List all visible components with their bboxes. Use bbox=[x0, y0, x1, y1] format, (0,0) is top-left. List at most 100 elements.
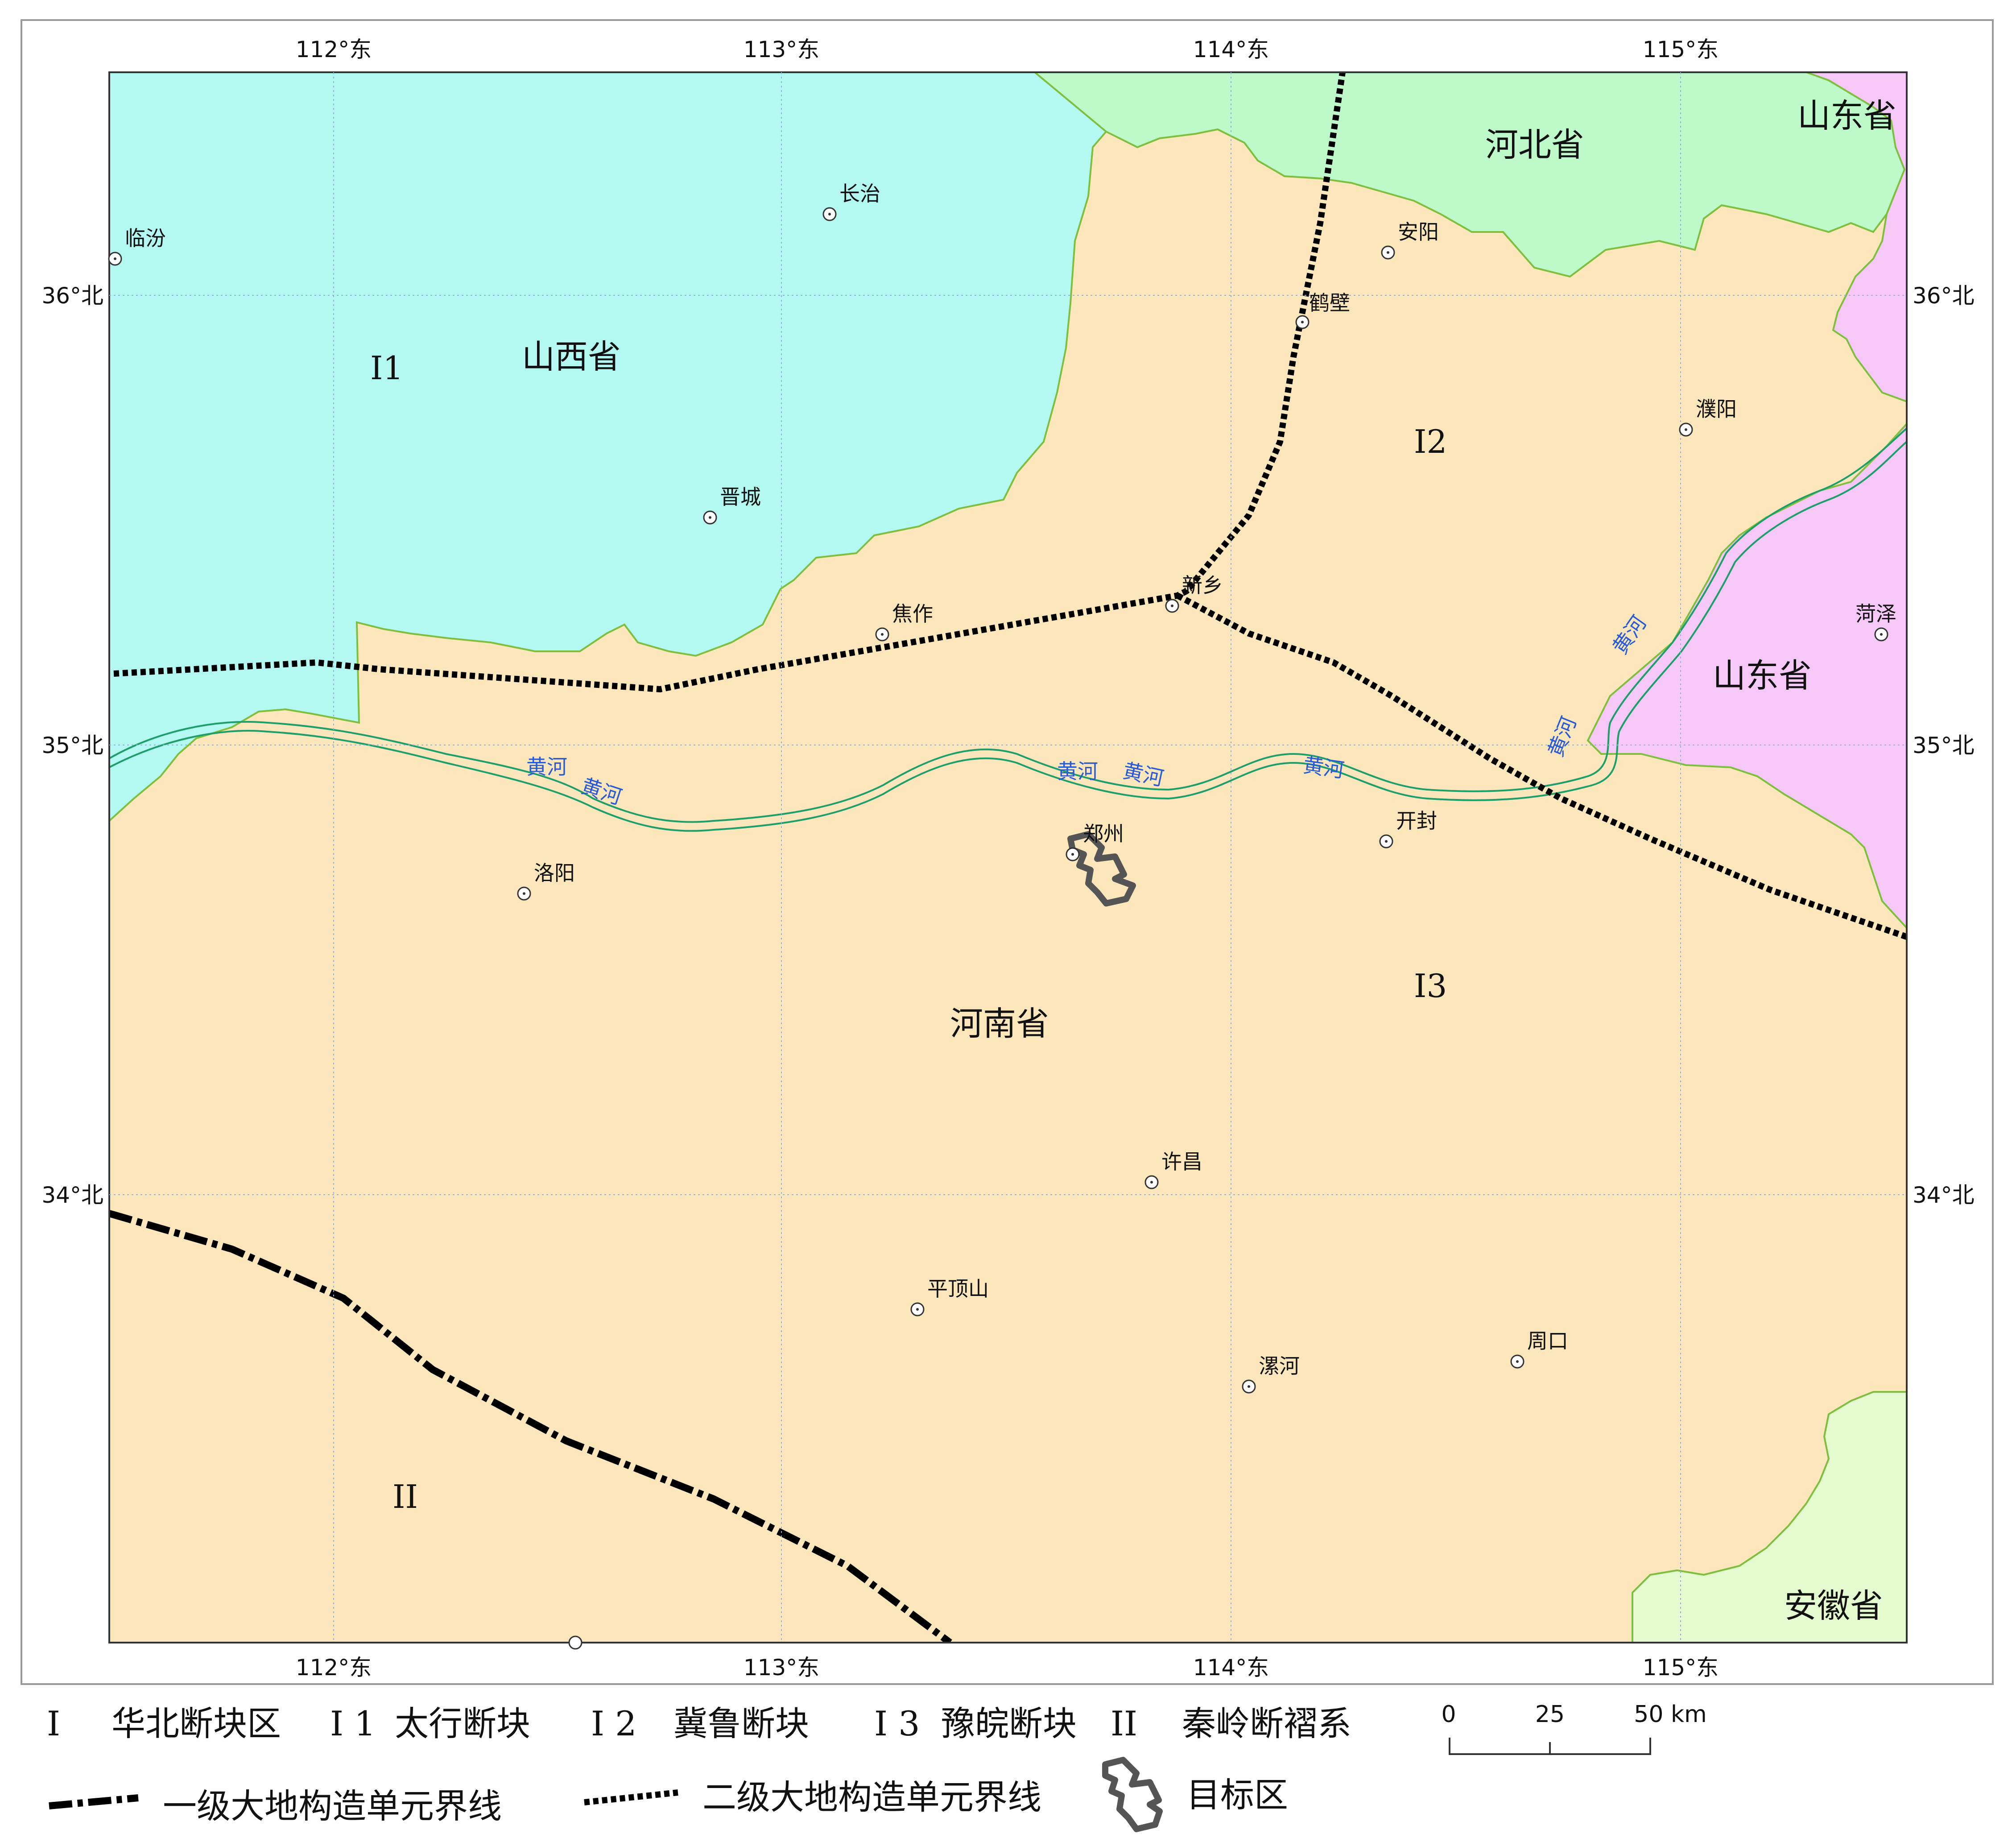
province-label-henan: 河南省 bbox=[950, 1005, 1049, 1043]
svg-text:新乡: 新乡 bbox=[1182, 573, 1223, 597]
unit-label-i1: I1 bbox=[370, 349, 403, 387]
unit-label-i3: I3 bbox=[1414, 967, 1447, 1005]
scale-label-50: 50 km bbox=[1634, 1701, 1706, 1728]
svg-text:临汾: 临汾 bbox=[125, 226, 166, 250]
legend-symbol-i1: I 1 bbox=[330, 1704, 376, 1743]
city-linfen: 临汾 bbox=[108, 226, 166, 266]
legend-secondary-line-swatch bbox=[584, 1789, 678, 1805]
scale-bar: 0 25 50 km bbox=[1441, 1701, 1707, 1755]
cities: 临汾 长治 晋城 安阳 鹤壁 濮阳 新乡 焦作 菏泽 郑州 开封 洛阳 许昌 平… bbox=[108, 182, 1896, 1650]
legend-units: I 华北断块区 I 1 太行断块 I 2 冀鲁断块 I 3 豫皖断块 II 秦岭… bbox=[47, 1704, 1351, 1743]
legend-label-ii: 秦岭断褶系 bbox=[1182, 1704, 1351, 1743]
svg-text:周口: 周口 bbox=[1527, 1329, 1568, 1353]
svg-text:菏泽: 菏泽 bbox=[1855, 602, 1896, 626]
partial-city-marker bbox=[568, 1635, 582, 1650]
province-label-shandong: 山东省 bbox=[1713, 657, 1812, 695]
outer-frame bbox=[21, 19, 1994, 1685]
city-anyang: 安阳 bbox=[1381, 220, 1439, 260]
legend-target-swatch bbox=[1102, 1757, 1163, 1832]
svg-text:漯河: 漯河 bbox=[1259, 1354, 1300, 1378]
lon-ticks: 112°东 113°东 114°东 115°东 112°东 113°东 114°… bbox=[296, 37, 1719, 1681]
province-label-hebei: 河北省 bbox=[1485, 126, 1584, 164]
unit-label-ii: II bbox=[392, 1478, 418, 1515]
river-label-5: 黄河 bbox=[1301, 753, 1346, 782]
city-pingdingshan: 平顶山 bbox=[910, 1277, 989, 1316]
city-heze: 菏泽 bbox=[1855, 602, 1896, 642]
city-puyang: 濮阳 bbox=[1679, 397, 1737, 437]
province-label-shanxi: 山西省 bbox=[522, 338, 621, 376]
legend-lines: 一级大地构造单元界线 二级大地构造单元界线 目标区 bbox=[49, 1757, 1288, 1832]
lat-tick-left-34: 34°北 bbox=[41, 1182, 103, 1208]
legend-label-i3: 豫皖断块 bbox=[941, 1704, 1077, 1743]
primary-tectonic-boundary bbox=[109, 1210, 952, 1643]
lat-tick-right-36: 36°北 bbox=[1913, 283, 1975, 309]
city-zhengzhou: 郑州 bbox=[1066, 822, 1124, 861]
lon-tick-bottom-112: 112°东 bbox=[296, 1655, 372, 1681]
city-luoyang: 洛阳 bbox=[517, 861, 575, 901]
svg-text:平顶山: 平顶山 bbox=[927, 1277, 989, 1301]
lat-tick-left-36: 36°北 bbox=[41, 283, 103, 309]
city-changzhi: 长治 bbox=[822, 182, 880, 221]
shandong-region bbox=[1586, 72, 1907, 929]
lon-tick-top-112: 112°东 bbox=[296, 37, 372, 62]
city-luohe: 漯河 bbox=[1242, 1354, 1300, 1394]
anhui-region bbox=[1632, 1391, 1907, 1643]
svg-text:长治: 长治 bbox=[839, 182, 880, 206]
city-zhoukou: 周口 bbox=[1510, 1329, 1568, 1369]
lat-ticks: 36°北 35°北 34°北 36°北 35°北 34°北 bbox=[41, 283, 1974, 1208]
river-label-1: 黄河 bbox=[526, 755, 567, 779]
city-kaifeng: 开封 bbox=[1379, 809, 1437, 849]
lat-tick-right-34: 34°北 bbox=[1913, 1182, 1975, 1208]
secondary-tectonic-boundary bbox=[113, 72, 1907, 940]
legend-secondary-line-label: 二级大地构造单元界线 bbox=[702, 1777, 1041, 1817]
svg-text:郑州: 郑州 bbox=[1083, 822, 1124, 846]
legend-target-label: 目标区 bbox=[1186, 1775, 1288, 1815]
legend-symbol-ii: II bbox=[1111, 1704, 1137, 1743]
legend-primary-line-label: 一级大地构造单元界线 bbox=[163, 1786, 502, 1826]
legend-symbol-i: I bbox=[47, 1704, 60, 1743]
scale-label-25: 25 bbox=[1535, 1701, 1565, 1728]
legend-primary-line-swatch bbox=[49, 1794, 139, 1809]
lat-tick-right-35: 35°北 bbox=[1913, 733, 1975, 758]
svg-text:洛阳: 洛阳 bbox=[534, 861, 575, 885]
scale-bar-line bbox=[1449, 1738, 1651, 1755]
lon-tick-bottom-115: 115°东 bbox=[1643, 1655, 1719, 1681]
legend-label-i: 华北断块区 bbox=[112, 1704, 281, 1743]
lon-tick-top-114: 114°东 bbox=[1193, 37, 1269, 62]
unit-labels: I1 I2 I3 II bbox=[370, 349, 1447, 1515]
lat-tick-left-35: 35°北 bbox=[41, 733, 103, 758]
legend-symbol-i3: I 3 bbox=[874, 1704, 920, 1743]
lon-tick-bottom-114: 114°东 bbox=[1193, 1655, 1269, 1681]
city-hebi: 鹤壁 bbox=[1295, 291, 1350, 329]
province-label-anhui: 安徽省 bbox=[1784, 1587, 1883, 1625]
legend-label-i1: 太行断块 bbox=[395, 1704, 530, 1743]
lon-tick-top-115: 115°东 bbox=[1643, 37, 1719, 62]
legend-label-i2: 冀鲁断块 bbox=[673, 1704, 809, 1743]
map-frame bbox=[108, 71, 1908, 1643]
scale-label-0: 0 bbox=[1441, 1701, 1456, 1728]
province-labels: 山西省 河北省 山东省 山东省 河南省 安徽省 bbox=[522, 97, 1896, 1625]
map-body bbox=[109, 72, 1907, 1643]
city-xinxiang: 新乡 bbox=[1165, 573, 1223, 613]
province-label-shandong-top: 山东省 bbox=[1797, 97, 1896, 135]
legend-symbol-i2: I 2 bbox=[591, 1704, 637, 1743]
graticule bbox=[109, 72, 1907, 1643]
svg-text:鹤壁: 鹤壁 bbox=[1309, 291, 1350, 315]
svg-text:开封: 开封 bbox=[1396, 809, 1437, 833]
target-area bbox=[1067, 831, 1136, 907]
city-jincheng: 晋城 bbox=[703, 485, 761, 525]
svg-text:安阳: 安阳 bbox=[1398, 220, 1439, 244]
shanxi-region bbox=[109, 72, 1107, 822]
lon-tick-top-113: 113°东 bbox=[744, 37, 819, 62]
svg-text:晋城: 晋城 bbox=[720, 485, 761, 509]
lon-tick-bottom-113: 113°东 bbox=[744, 1655, 819, 1681]
city-xuchang: 许昌 bbox=[1144, 1150, 1202, 1189]
river-label-3: 黄河 bbox=[1057, 759, 1098, 783]
city-jiaozuo: 焦作 bbox=[875, 602, 933, 642]
unit-label-i2: I2 bbox=[1414, 423, 1447, 460]
svg-text:焦作: 焦作 bbox=[892, 602, 933, 626]
yellow-river bbox=[109, 427, 1907, 832]
svg-text:濮阳: 濮阳 bbox=[1696, 397, 1737, 421]
svg-text:许昌: 许昌 bbox=[1161, 1150, 1202, 1174]
